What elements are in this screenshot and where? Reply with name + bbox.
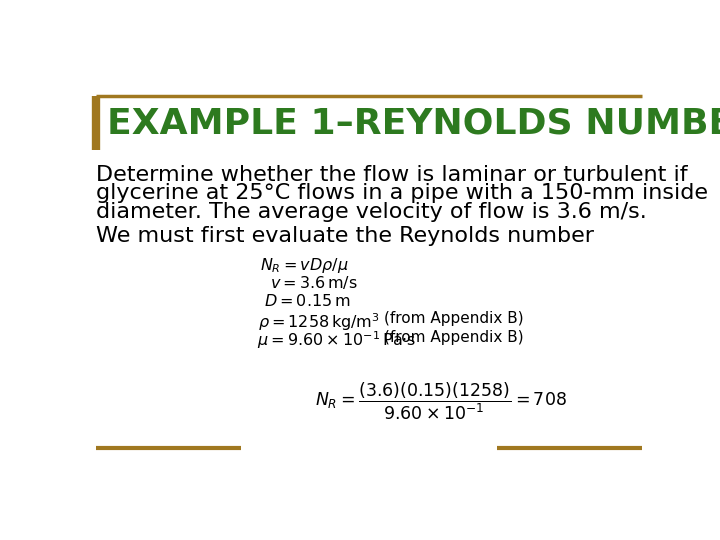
Text: EXAMPLE 1–REYNOLDS NUMBER: EXAMPLE 1–REYNOLDS NUMBER [107, 106, 720, 140]
Text: $v = 3.6\,\mathrm{m/s}$: $v = 3.6\,\mathrm{m/s}$ [270, 274, 357, 291]
Text: $D = 0.15\,\mathrm{m}$: $D = 0.15\,\mathrm{m}$ [264, 293, 351, 309]
Text: We must first evaluate the Reynolds number: We must first evaluate the Reynolds numb… [96, 226, 594, 246]
Text: (from Appendix B): (from Appendix B) [384, 330, 524, 345]
Text: Determine whether the flow is laminar or turbulent if: Determine whether the flow is laminar or… [96, 165, 688, 185]
Text: (from Appendix B): (from Appendix B) [384, 311, 524, 326]
Text: $N_R = \dfrac{(3.6)(0.15)(1258)}{9.60 \times 10^{-1}} = 708$: $N_R = \dfrac{(3.6)(0.15)(1258)}{9.60 \t… [315, 381, 567, 422]
Text: $\mu = 9.60 \times 10^{-1}\,\mathrm{Pa{\cdot}s}$: $\mu = 9.60 \times 10^{-1}\,\mathrm{Pa{\… [256, 330, 416, 352]
Text: glycerine at 25°C flows in a pipe with a 150-mm inside: glycerine at 25°C flows in a pipe with a… [96, 184, 708, 204]
Text: $\rho = 1258\,\mathrm{kg/m^3}$: $\rho = 1258\,\mathrm{kg/m^3}$ [258, 311, 380, 333]
Text: diameter. The average velocity of flow is 3.6 m/s.: diameter. The average velocity of flow i… [96, 202, 647, 222]
Text: $N_R = vD\rho/\mu$: $N_R = vD\rho/\mu$ [261, 256, 349, 275]
